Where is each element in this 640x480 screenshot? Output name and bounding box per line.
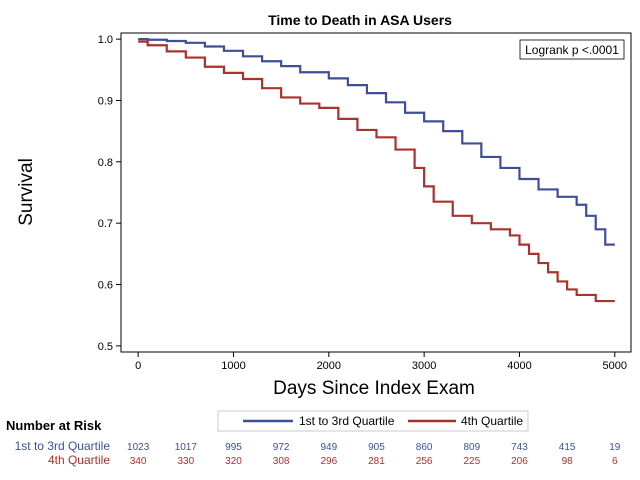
legend-frame <box>217 410 529 432</box>
logrank-annotation: Logrank p <.0001 <box>519 39 625 60</box>
y-tick-label: 0.6 <box>98 280 113 292</box>
plot-frame <box>120 32 632 353</box>
series-line-1 <box>138 38 615 246</box>
risk-value: 340 <box>130 456 147 467</box>
x-tick-label: 5000 <box>603 360 627 372</box>
number-at-risk-values: 1023 1017 995 972 949 905 860 809 743 415 19 340 330… <box>127 442 621 467</box>
risk-value: 415 <box>559 442 576 453</box>
risk-value: 905 <box>368 442 385 453</box>
risk-value: 743 <box>511 442 528 453</box>
risk-value: 995 <box>225 442 242 453</box>
x-axis-title: Days Since Index Exam <box>273 378 475 399</box>
y-axis-title: Survival <box>16 158 37 226</box>
y-tick-label: 0.8 <box>98 157 113 169</box>
risk-value: 1017 <box>175 442 198 453</box>
legend-label-series-1: 1st to 3rd Quartile <box>299 414 395 428</box>
risk-row-label-series-1: 1st to 3rd Quartile <box>15 439 111 453</box>
risk-row-label-series-2: 4th Quartile <box>48 453 110 467</box>
risk-value: 98 <box>562 456 574 467</box>
risk-value: 6 <box>612 456 618 467</box>
x-tick-label: 0 <box>135 360 141 372</box>
risk-value: 949 <box>320 442 337 453</box>
risk-value: 206 <box>511 456 528 467</box>
risk-value: 330 <box>177 456 194 467</box>
y-tick-label: 0.7 <box>98 218 113 230</box>
y-tick-label: 0.9 <box>98 95 113 107</box>
risk-value: 19 <box>609 442 621 453</box>
x-axis: 0 1000 2000 3000 4000 5000 <box>135 352 627 372</box>
x-tick-label: 2000 <box>317 360 341 372</box>
risk-value: 225 <box>463 456 480 467</box>
series-layer <box>138 38 615 303</box>
number-at-risk-heading: Number at Risk <box>6 418 102 433</box>
risk-value: 320 <box>225 456 242 467</box>
risk-value: 1023 <box>127 442 150 453</box>
y-tick-label: 0.5 <box>98 341 113 353</box>
y-tick-label: 1.0 <box>98 34 113 46</box>
x-tick-label: 4000 <box>507 360 531 372</box>
annotation-box <box>519 39 625 60</box>
risk-value: 281 <box>368 456 385 467</box>
risk-value: 809 <box>463 442 480 453</box>
y-axis: 0.5 0.6 0.7 0.8 0.9 1.0 <box>98 34 121 353</box>
series-line-2 <box>138 40 615 303</box>
chart-title: Time to Death in ASA Users <box>268 12 452 28</box>
risk-value: 860 <box>416 442 433 453</box>
risk-value: 296 <box>320 456 337 467</box>
annotation-text: Logrank p <.0001 <box>525 43 619 57</box>
risk-value: 972 <box>273 442 290 453</box>
risk-value: 256 <box>416 456 433 467</box>
risk-value: 308 <box>273 456 290 467</box>
x-tick-label: 1000 <box>221 360 245 372</box>
legend-label-series-2: 4th Quartile <box>461 414 523 428</box>
legend: 1st to 3rd Quartile 4th Quartile <box>217 410 529 432</box>
x-tick-label: 3000 <box>412 360 436 372</box>
